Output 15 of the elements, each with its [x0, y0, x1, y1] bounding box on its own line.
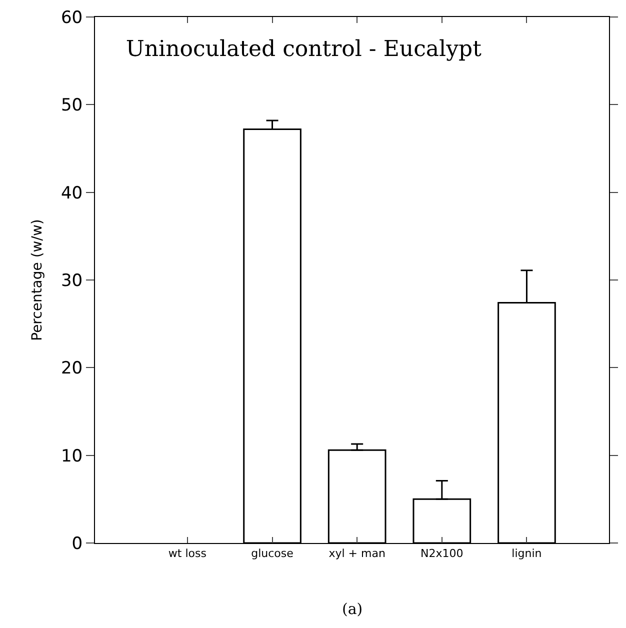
y-tick-label: 20 [60, 358, 83, 379]
y-tick-label: 60 [60, 8, 83, 28]
y-tick-label: 30 [60, 270, 83, 291]
x-tick-label: N2x100 [420, 547, 464, 560]
text: Uninoculated control - Eucalypt [126, 37, 482, 62]
x-tick-label: glucose [251, 547, 294, 560]
y-tick-label: 0 [72, 534, 83, 554]
text: (a) [342, 600, 363, 618]
x-tick-label: lignin [512, 547, 542, 560]
y-tick-label: 40 [60, 183, 83, 204]
y-tick-label: 10 [60, 446, 83, 466]
x-tick-label: xyl + man [328, 547, 386, 560]
y-tick-label: 50 [60, 96, 83, 116]
x-tick-label: wt loss [168, 547, 207, 560]
y-axis-title: Percentage (w/w) [30, 219, 46, 341]
